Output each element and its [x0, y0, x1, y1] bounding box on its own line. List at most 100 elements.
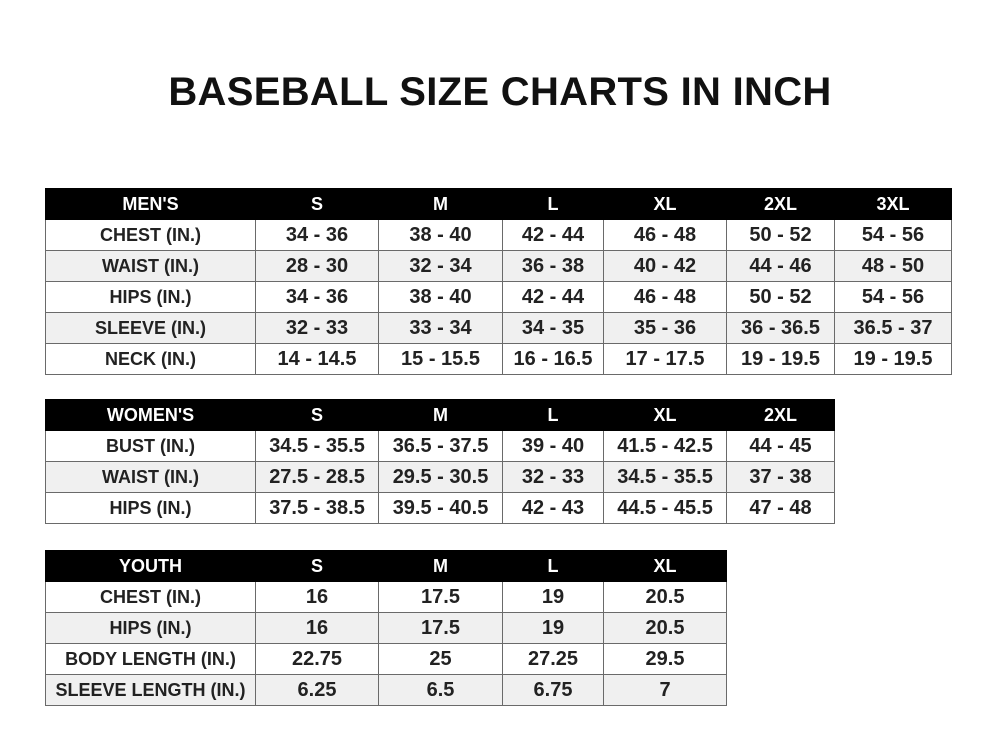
size-value: 16 [255, 612, 379, 644]
size-value: 14 - 14.5 [255, 343, 379, 375]
size-value: 25 [378, 643, 503, 675]
size-value: 17 - 17.5 [603, 343, 727, 375]
table-row: SLEEVE LENGTH (IN.) 6.25 6.5 6.75 7 [45, 674, 727, 706]
size-value: 40 - 42 [603, 250, 727, 282]
size-value: 33 - 34 [378, 312, 503, 344]
measurement-label: HIPS (IN.) [45, 281, 256, 313]
size-value: 38 - 40 [378, 281, 503, 313]
size-value: 39 - 40 [502, 430, 604, 462]
size-value: 36 - 36.5 [726, 312, 835, 344]
table-row: HIPS (IN.) 37.5 - 38.5 39.5 - 40.5 42 - 43 4… [45, 492, 835, 524]
size-header: 3XL [834, 188, 952, 220]
size-value: 50 - 52 [726, 281, 835, 313]
table-row: BUST (IN.) 34.5 - 35.5 36.5 - 37.5 39 - 40 4… [45, 430, 835, 462]
measurement-label: CHEST (IN.) [45, 581, 256, 613]
measurement-label: SLEEVE LENGTH (IN.) [45, 674, 256, 706]
size-value: 50 - 52 [726, 219, 835, 251]
header-row: YOUTH S M L XL [45, 550, 727, 582]
table-row: HIPS (IN.) 34 - 36 38 - 40 42 - 44 46 - 48 50… [45, 281, 952, 313]
size-value: 44 - 45 [726, 430, 835, 462]
size-value: 6.25 [255, 674, 379, 706]
size-value: 36.5 - 37.5 [378, 430, 503, 462]
size-header: L [502, 550, 604, 582]
size-value: 44 - 46 [726, 250, 835, 282]
size-value: 19 [502, 612, 604, 644]
size-value: 39.5 - 40.5 [378, 492, 503, 524]
size-header: 2XL [726, 399, 835, 431]
size-value: 32 - 33 [255, 312, 379, 344]
size-value: 32 - 34 [378, 250, 503, 282]
size-header: 2XL [726, 188, 835, 220]
category-header: YOUTH [45, 550, 256, 582]
size-value: 34 - 36 [255, 281, 379, 313]
header-row: WOMEN'S S M L XL 2XL [45, 399, 835, 431]
size-value: 17.5 [378, 612, 503, 644]
mens-size-table: MEN'S S M L XL 2XL 3XL CHEST (IN.) 34 - 36 38 - 4… [45, 188, 952, 375]
size-header: M [378, 188, 503, 220]
size-value: 47 - 48 [726, 492, 835, 524]
size-value: 16 - 16.5 [502, 343, 604, 375]
size-value: 36 - 38 [502, 250, 604, 282]
size-header: M [378, 550, 503, 582]
measurement-label: BUST (IN.) [45, 430, 256, 462]
size-value: 37.5 - 38.5 [255, 492, 379, 524]
table-row: NECK (IN.) 14 - 14.5 15 - 15.5 16 - 16.5 17 … [45, 343, 952, 375]
measurement-label: HIPS (IN.) [45, 492, 256, 524]
size-value: 46 - 48 [603, 219, 727, 251]
size-value: 15 - 15.5 [378, 343, 503, 375]
measurement-label: NECK (IN.) [45, 343, 256, 375]
size-value: 38 - 40 [378, 219, 503, 251]
size-header: XL [603, 550, 727, 582]
size-value: 29.5 [603, 643, 727, 675]
size-value: 34.5 - 35.5 [255, 430, 379, 462]
size-header: S [255, 399, 379, 431]
size-value: 32 - 33 [502, 461, 604, 493]
table-row: BODY LENGTH (IN.) 22.75 25 27.25 29.5 [45, 643, 727, 675]
youth-size-table: YOUTH S M L XL CHEST (IN.) 16 17.5 19 20.5 HIPS (I… [45, 550, 727, 706]
measurement-label: HIPS (IN.) [45, 612, 256, 644]
size-value: 19 - 19.5 [726, 343, 835, 375]
size-value: 46 - 48 [603, 281, 727, 313]
measurement-label: BODY LENGTH (IN.) [45, 643, 256, 675]
size-value: 19 [502, 581, 604, 613]
size-value: 42 - 43 [502, 492, 604, 524]
table-row: WAIST (IN.) 28 - 30 32 - 34 36 - 38 40 - 42 4… [45, 250, 952, 282]
measurement-label: CHEST (IN.) [45, 219, 256, 251]
table-row: WAIST (IN.) 27.5 - 28.5 29.5 - 30.5 32 - 33… [45, 461, 835, 493]
table-row: CHEST (IN.) 34 - 36 38 - 40 42 - 44 46 - 48 5… [45, 219, 952, 251]
size-value: 28 - 30 [255, 250, 379, 282]
header-row: MEN'S S M L XL 2XL 3XL [45, 188, 952, 220]
size-value: 34 - 35 [502, 312, 604, 344]
size-value: 44.5 - 45.5 [603, 492, 727, 524]
size-header: XL [603, 399, 727, 431]
measurement-label: WAIST (IN.) [45, 461, 256, 493]
size-value: 17.5 [378, 581, 503, 613]
category-header: MEN'S [45, 188, 256, 220]
size-value: 20.5 [603, 612, 727, 644]
size-value: 36.5 - 37 [834, 312, 952, 344]
womens-size-table: WOMEN'S S M L XL 2XL BUST (IN.) 34.5 - 35.5 36.5… [45, 399, 835, 524]
measurement-label: WAIST (IN.) [45, 250, 256, 282]
size-value: 6.5 [378, 674, 503, 706]
size-value: 29.5 - 30.5 [378, 461, 503, 493]
size-value: 35 - 36 [603, 312, 727, 344]
size-value: 19 - 19.5 [834, 343, 952, 375]
size-value: 34 - 36 [255, 219, 379, 251]
size-value: 54 - 56 [834, 281, 952, 313]
size-value: 54 - 56 [834, 219, 952, 251]
size-value: 16 [255, 581, 379, 613]
table-row: CHEST (IN.) 16 17.5 19 20.5 [45, 581, 727, 613]
size-value: 42 - 44 [502, 281, 604, 313]
size-value: 22.75 [255, 643, 379, 675]
size-header: M [378, 399, 503, 431]
size-header: XL [603, 188, 727, 220]
size-header: L [502, 188, 604, 220]
size-header: S [255, 550, 379, 582]
category-header: WOMEN'S [45, 399, 256, 431]
size-value: 41.5 - 42.5 [603, 430, 727, 462]
size-value: 27.5 - 28.5 [255, 461, 379, 493]
size-value: 7 [603, 674, 727, 706]
size-header: L [502, 399, 604, 431]
size-value: 42 - 44 [502, 219, 604, 251]
size-value: 27.25 [502, 643, 604, 675]
